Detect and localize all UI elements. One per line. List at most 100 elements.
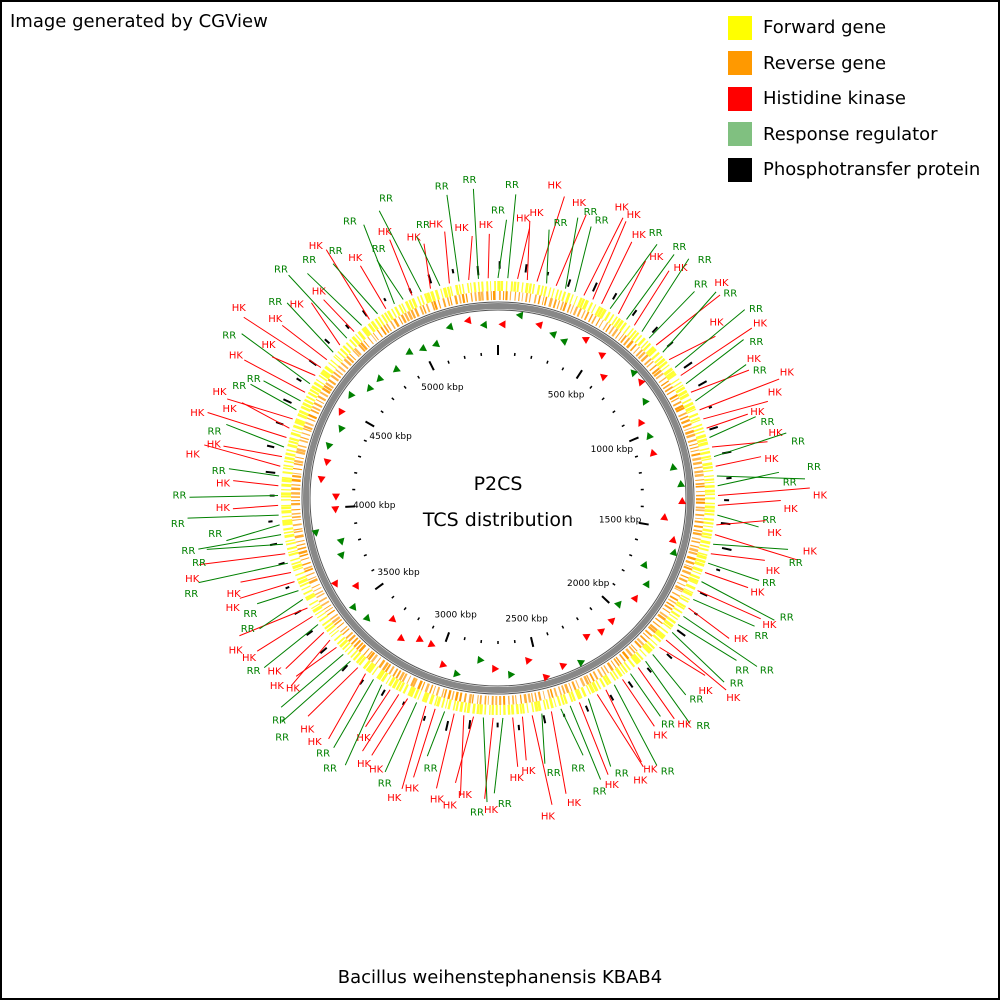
- response-regulator-label: RR: [735, 666, 749, 677]
- reverse-gene-mark: [695, 479, 705, 481]
- forward-gene-mark: [602, 675, 610, 686]
- forward-gene-mark: [579, 298, 586, 309]
- callout-line: [685, 339, 744, 385]
- forward-gene-mark: [701, 532, 713, 537]
- forward-gene-mark: [703, 475, 714, 478]
- histidine-kinase-label: HK: [378, 227, 393, 238]
- forward-gene-mark: [564, 292, 571, 303]
- reverse-gene-mark: [292, 474, 302, 478]
- legend-swatch: [728, 51, 752, 76]
- callout-line: [574, 226, 592, 292]
- forward-gene-mark: [441, 697, 446, 708]
- scale-label: 3000 kbp: [434, 611, 477, 621]
- callout-line: [706, 413, 748, 429]
- callout-line: [716, 520, 766, 526]
- phosphotransfer-mark: [709, 425, 719, 431]
- callout-line: [655, 294, 721, 346]
- forward-gene-mark: [576, 297, 583, 308]
- tcs-marker: [396, 633, 405, 642]
- tcs-marker: [419, 343, 428, 352]
- response-regulator-label: RR: [208, 529, 222, 540]
- reverse-gene-mark: [335, 368, 344, 376]
- reverse-gene-mark: [342, 628, 350, 636]
- reverse-gene-mark: [479, 695, 482, 705]
- forward-gene-mark: [674, 384, 684, 391]
- legend-label: Histidine kinase: [763, 88, 906, 110]
- scale-tick: [345, 505, 356, 508]
- histidine-kinase-label: HK: [750, 587, 765, 598]
- phosphotransfer-mark: [422, 715, 427, 721]
- scale-tick: [357, 538, 362, 541]
- callout-line: [680, 327, 753, 376]
- reverse-gene-mark: [292, 472, 302, 475]
- forward-gene-mark: [293, 566, 304, 572]
- reverse-gene-mark: [655, 372, 664, 380]
- forward-gene-mark: [703, 525, 714, 528]
- forward-gene-mark: [609, 671, 617, 681]
- reverse-gene-mark: [336, 622, 345, 629]
- response-regulator-label: RR: [554, 218, 568, 229]
- reverse-gene-mark: [559, 301, 565, 311]
- scale-tick: [463, 636, 466, 641]
- callout-line: [693, 598, 755, 627]
- reverse-gene-mark: [294, 534, 304, 539]
- response-regulator-label: RR: [698, 255, 712, 266]
- histidine-kinase-label: HK: [726, 693, 741, 704]
- reverse-gene-mark: [301, 432, 311, 437]
- reverse-gene-mark: [514, 291, 517, 301]
- forward-gene-mark: [282, 519, 293, 524]
- reverse-gene-mark: [311, 405, 321, 412]
- reverse-gene-mark: [621, 651, 630, 660]
- response-regulator-label: RR: [661, 766, 675, 777]
- reverse-gene-mark: [541, 296, 545, 306]
- reverse-gene-mark: [303, 565, 313, 571]
- forward-gene-mark: [697, 441, 709, 448]
- tcs-marker: [351, 581, 359, 590]
- scale-label: 500 kbp: [548, 390, 585, 400]
- phosphotransfer-mark: [296, 377, 302, 383]
- reverse-gene-mark: [340, 625, 348, 633]
- forward-gene-mark: [562, 693, 568, 705]
- forward-gene-mark: [665, 370, 676, 379]
- callout-line: [482, 717, 488, 803]
- forward-gene-mark: [344, 644, 353, 653]
- callout-line: [333, 679, 374, 749]
- forward-gene-mark: [455, 284, 460, 296]
- reverse-gene-mark: [433, 300, 439, 310]
- histidine-kinase-label: HK: [312, 287, 327, 298]
- histidine-kinase-label: HK: [784, 504, 799, 515]
- forward-gene-mark: [702, 465, 713, 470]
- reverse-gene-mark: [346, 355, 355, 364]
- callout-line: [709, 416, 756, 438]
- histidine-kinase-label: HK: [479, 220, 494, 231]
- forward-gene-mark: [365, 662, 374, 672]
- histidine-kinase-label: HK: [242, 653, 257, 664]
- reverse-gene-mark: [695, 485, 705, 488]
- response-regulator-label: RR: [696, 721, 710, 732]
- callout-line: [565, 217, 579, 289]
- response-regulator-label: RR: [491, 206, 505, 217]
- forward-gene-mark: [362, 326, 372, 336]
- forward-gene-mark: [305, 594, 316, 601]
- forward-gene-mark: [704, 512, 715, 516]
- callout-line: [378, 210, 422, 293]
- callout-line: [674, 309, 746, 368]
- forward-gene-mark: [696, 438, 708, 444]
- forward-gene-mark: [345, 342, 355, 351]
- forward-gene-mark: [305, 592, 315, 600]
- forward-gene-mark: [635, 651, 644, 661]
- response-regulator-label: RR: [212, 466, 226, 477]
- forward-gene-mark: [693, 427, 704, 433]
- callout-line: [713, 543, 789, 550]
- histidine-kinase-label: HK: [767, 528, 782, 539]
- phosphotransfer-mark: [444, 720, 450, 731]
- forward-gene-mark: [416, 296, 422, 307]
- legend-item: Phosphotransfer protein: [728, 152, 980, 188]
- callout-line: [376, 259, 404, 300]
- forward-gene-mark: [350, 649, 359, 659]
- reverse-gene-mark: [691, 540, 701, 544]
- reverse-gene-mark: [653, 369, 662, 378]
- forward-gene-mark: [326, 624, 336, 633]
- scale-tick: [621, 424, 625, 428]
- reverse-gene-mark: [323, 384, 333, 392]
